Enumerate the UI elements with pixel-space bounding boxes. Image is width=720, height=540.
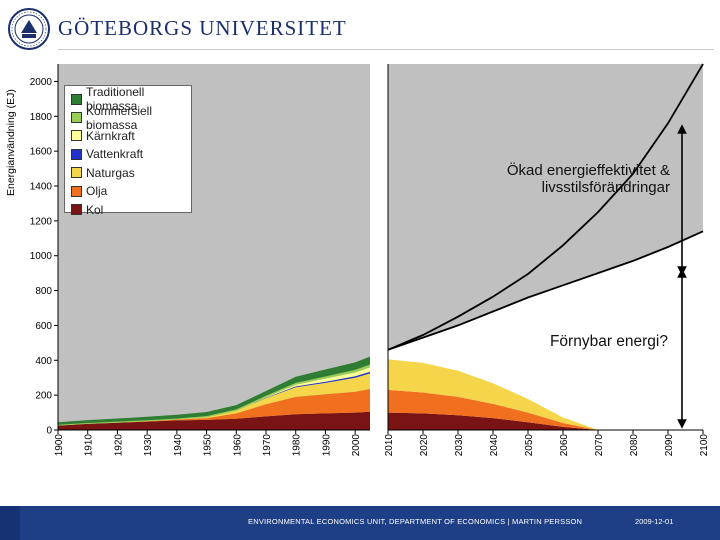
y-tick-label-800: 800 (35, 286, 52, 297)
x-tick-label-2050: 2050 (524, 434, 535, 457)
legend-label: Kärnkraft (86, 128, 135, 143)
y-tick-label-1800: 1800 (30, 112, 53, 123)
legend-swatch-olja (71, 185, 82, 197)
area-traditionell-biomassa-historical (58, 356, 370, 425)
y-tick-label-600: 600 (35, 321, 52, 332)
footer-date: 2009-12-01 (635, 517, 674, 526)
legend-item-karnkraft: Kärnkraft (71, 127, 191, 145)
area-olja-projection (388, 389, 703, 430)
legend-label: Olja (86, 184, 108, 199)
footer-accent (0, 506, 20, 540)
renewable-supply-line (387, 230, 704, 351)
x-tick-label-1930: 1930 (143, 434, 154, 457)
legend-swatch-traditionell-biomassa (71, 93, 82, 105)
x-tick-label-2090: 2090 (664, 434, 675, 457)
x-tick-label-1900: 1900 (54, 434, 65, 457)
legend-item-naturgas: Naturgas (71, 164, 191, 182)
x-tick-label-1990: 1990 (321, 434, 332, 457)
y-axis-label: Energianvändning (EJ) (5, 89, 17, 196)
legend-swatch-kommersiell-biomassa (71, 112, 82, 124)
y-tick-label-1400: 1400 (30, 182, 53, 193)
x-tick-label-2030: 2030 (454, 434, 465, 457)
legend-swatch-karnkraft (71, 130, 82, 142)
x-tick-label-1920: 1920 (113, 434, 124, 457)
area-olja-historical (58, 389, 370, 426)
y-tick-label-400: 400 (35, 356, 52, 367)
x-tick-label-1950: 1950 (203, 434, 214, 457)
total-demand-line (387, 63, 704, 351)
university-name: GÖTEBORGS UNIVERSITET (58, 16, 347, 40)
legend-label: Traditionell biomassa (86, 85, 145, 114)
legend-item-kommersiell-biomassa: Kommersiell biomassa (71, 104, 191, 132)
x-tick-label-2060: 2060 (559, 434, 570, 457)
chart-legend: Traditionell biomassa Kommersiell biomass… (64, 85, 192, 217)
x-tick-label-1940: 1940 (173, 434, 184, 457)
university-seal-icon (8, 8, 50, 50)
x-tick-label-1960: 1960 (232, 434, 243, 457)
legend-item-kol: Kol (71, 200, 191, 218)
y-tick-label-0: 0 (46, 426, 52, 437)
x-tick-label-2100: 2100 (699, 434, 710, 457)
footer: ENVIRONMENTAL ECONOMICS UNIT, DEPARTMENT… (0, 506, 720, 540)
legend-label: Vattenkraft (86, 147, 144, 162)
x-tick-label-2070: 2070 (594, 434, 605, 457)
y-tick-label-2000: 2000 (30, 77, 53, 88)
legend-label: Kol (86, 202, 104, 217)
x-tick-label-2040: 2040 (489, 434, 500, 457)
header: GÖTEBORGS UNIVERSITET (0, 0, 720, 58)
legend-label: Kommersiell biomassa (86, 103, 153, 132)
energy-chart: 0 200 400 600 800 1000 1200 1400 1600 1800 2000 Ene… (5, 63, 710, 457)
y-tick-label-200: 200 (35, 391, 52, 402)
x-tick-label-1970: 1970 (262, 434, 273, 457)
area-naturgas-projection (388, 359, 703, 430)
footer-credit: ENVIRONMENTAL ECONOMICS UNIT, DEPARTMENT… (248, 517, 583, 526)
legend-label: Naturgas (86, 165, 135, 180)
legend-item-olja: Olja (71, 182, 191, 200)
x-tick-label-2000: 2000 (351, 434, 362, 457)
x-tick-label-2010: 2010 (384, 434, 395, 457)
legend-item-vattenkraft: Vattenkraft (71, 145, 191, 163)
annotation-efficiency: Ökad energieffektivitet & livsstilsförän… (506, 162, 670, 196)
x-tick-label-2080: 2080 (629, 434, 640, 457)
legend-swatch-kol (71, 204, 82, 216)
y-tick-label-1200: 1200 (30, 216, 53, 227)
area-kol-historical (58, 411, 370, 430)
y-tick-label-1000: 1000 (30, 251, 53, 262)
legend-swatch-naturgas (71, 167, 82, 179)
annotation-renewable: Förnybar energi? (549, 333, 668, 350)
legend-item-traditionell-biomassa: Traditionell biomassa (71, 85, 191, 113)
header-divider (58, 49, 714, 50)
x-tick-label-1910: 1910 (84, 434, 95, 457)
y-tick-label-1600: 1600 (30, 147, 53, 158)
x-tick-label-1980: 1980 (292, 434, 303, 457)
area-kol-projection (388, 412, 703, 430)
legend-swatch-vattenkraft (71, 148, 82, 160)
x-tick-label-2020: 2020 (419, 434, 430, 457)
